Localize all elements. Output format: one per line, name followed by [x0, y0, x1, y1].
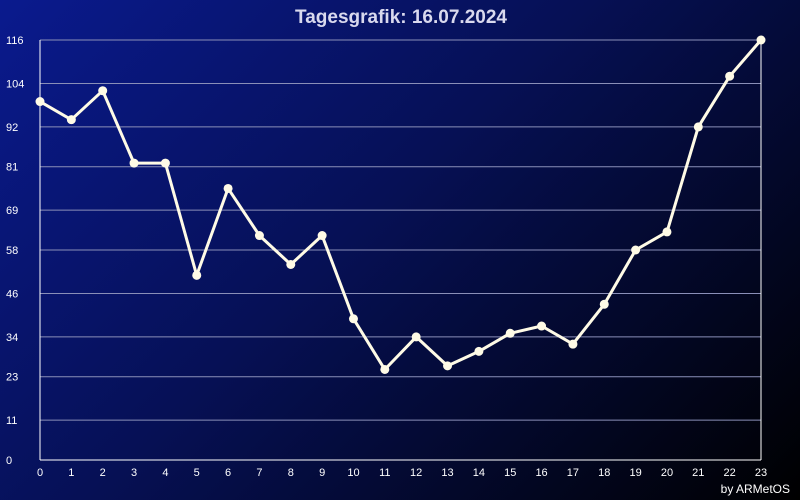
x-tick-label: 5	[194, 467, 200, 479]
data-point	[254, 231, 264, 241]
data-point	[693, 122, 703, 132]
x-tick-label: 23	[755, 467, 767, 479]
y-tick-label: 23	[6, 372, 18, 384]
x-tick-label: 21	[692, 467, 704, 479]
x-tick-label: 4	[162, 467, 168, 479]
data-point	[537, 321, 547, 331]
data-point	[98, 86, 108, 96]
x-tick-label: 1	[68, 467, 74, 479]
chart-title: Tagesgrafik: 16.07.2024	[295, 7, 507, 28]
x-tick-label: 2	[100, 467, 106, 479]
x-tick-label: 22	[724, 467, 736, 479]
x-tick-label: 8	[288, 467, 294, 479]
data-point	[474, 346, 484, 356]
x-tick-label: 6	[225, 467, 231, 479]
x-tick-label: 18	[598, 467, 610, 479]
data-point	[223, 183, 233, 193]
y-tick-label: 92	[6, 122, 18, 134]
y-tick-label: 58	[6, 245, 18, 257]
x-tick-label: 10	[347, 467, 359, 479]
x-tick-label: 7	[256, 467, 262, 479]
x-tick-label: 0	[37, 467, 43, 479]
data-point	[286, 259, 296, 269]
data-point	[411, 332, 421, 342]
series-line	[39, 39, 763, 371]
data-point	[160, 158, 170, 168]
data-point	[380, 364, 390, 374]
data-point	[505, 328, 515, 338]
x-tick-label: 9	[319, 467, 325, 479]
x-tick-label: 3	[131, 467, 137, 479]
y-tick-label: 46	[6, 288, 18, 300]
grid-lines	[40, 39, 761, 421]
x-axis-ticks: 0 1 2 3 4 5 6 7 8 9 10 11 12 13 14 15 16 17 18 19 20 21 22 23	[37, 467, 767, 479]
y-axis-ticks: 0 11 23 34 46 58 69 81 92 104 116	[6, 35, 24, 467]
x-tick-label: 13	[441, 467, 453, 479]
credit-label: by ARMetOS	[721, 482, 790, 496]
y-tick-label: 34	[6, 332, 18, 344]
y-tick-label: 104	[6, 78, 24, 90]
data-point	[756, 35, 766, 45]
data-point	[443, 361, 453, 371]
x-tick-label: 12	[410, 467, 422, 479]
data-point	[317, 231, 327, 241]
y-tick-label: 69	[6, 205, 18, 217]
x-tick-label: 19	[629, 467, 641, 479]
x-tick-label: 20	[661, 467, 673, 479]
data-point	[725, 71, 735, 81]
x-tick-label: 11	[379, 467, 390, 479]
axes	[39, 40, 762, 461]
data-point	[599, 299, 609, 309]
data-series	[35, 35, 766, 374]
y-tick-label: 81	[6, 162, 18, 174]
x-tick-label: 17	[567, 467, 579, 479]
x-tick-label: 14	[473, 467, 485, 479]
y-tick-label: 116	[6, 35, 24, 47]
data-point	[66, 115, 76, 125]
data-point	[631, 245, 641, 255]
data-point	[192, 270, 202, 280]
data-point	[348, 314, 358, 324]
data-point	[129, 158, 139, 168]
data-point	[662, 227, 672, 237]
data-point	[35, 97, 45, 107]
y-tick-label: 0	[6, 455, 12, 467]
y-tick-label: 11	[6, 415, 17, 427]
data-point	[568, 339, 578, 349]
x-tick-label: 16	[535, 467, 547, 479]
x-tick-label: 15	[504, 467, 516, 479]
